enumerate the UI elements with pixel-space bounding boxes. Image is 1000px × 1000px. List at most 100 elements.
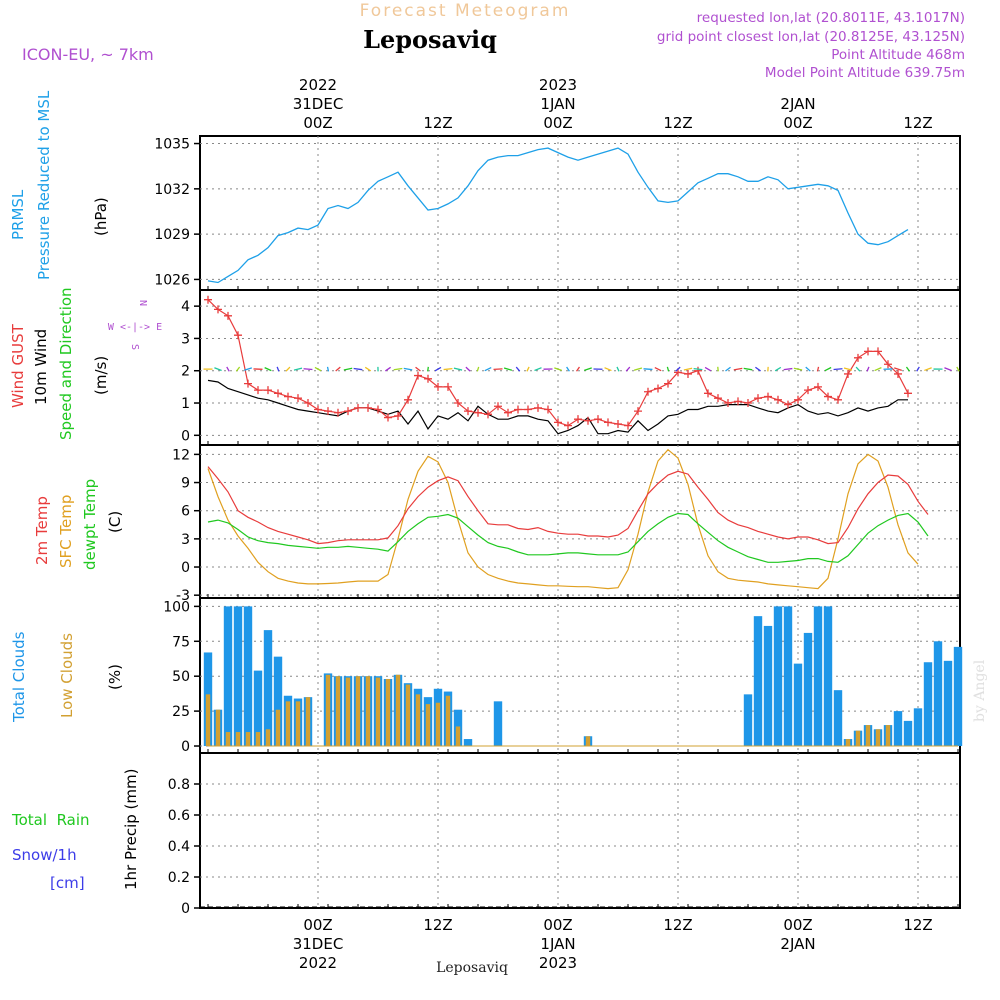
precip-label-rain: Total Rain <box>11 811 90 829</box>
gust-marker <box>714 394 722 403</box>
gust-marker <box>824 392 832 401</box>
wind-direction-arrow <box>326 366 330 372</box>
wind-label-line3: Speed and Direction <box>57 287 75 440</box>
temp-ytick-label: 9 <box>181 476 190 492</box>
gust-marker <box>384 413 392 422</box>
time-axis-label: 2023 <box>539 76 577 94</box>
dewpt-line <box>207 512 929 563</box>
time-axis-label: 2JAN <box>780 95 815 113</box>
total-clouds-bar <box>813 606 823 747</box>
low-clouds-bar <box>205 694 211 747</box>
low-clouds-bar <box>845 739 851 747</box>
wind-direction-arrow <box>774 366 782 372</box>
wind-ytick-label: 1 <box>181 396 190 412</box>
wind-direction-arrow <box>675 366 681 372</box>
pressure-line <box>207 147 909 284</box>
time-axis-label: 00Z <box>303 916 332 934</box>
low-clouds-bar <box>885 725 891 747</box>
compass-west-east: W <-|-> E <box>108 322 162 333</box>
time-axis-label: 12Z <box>663 114 692 132</box>
gust-marker <box>624 421 632 430</box>
precip-ytick-label: 0.8 <box>168 777 190 793</box>
gust-marker <box>424 374 432 383</box>
gust-marker <box>554 418 562 427</box>
wind-unit: (m/s) <box>92 356 110 395</box>
gust-marker <box>504 408 512 417</box>
gust-marker <box>344 407 352 416</box>
time-axis-label: 12Z <box>903 916 932 934</box>
wind-panel-labels: Wind GUST 10m Wind Speed and Direction (… <box>9 287 162 440</box>
low-clouds-bar <box>345 677 351 747</box>
wind-direction-arrow <box>666 366 670 372</box>
low-clouds-bar <box>335 676 341 747</box>
wind-ytick-label: 2 <box>181 364 190 380</box>
wind-direction-arrow <box>816 366 820 372</box>
wind-direction-arrow <box>226 366 230 372</box>
wind-direction-arrow <box>693 367 703 371</box>
low-clouds-bar <box>425 704 431 747</box>
total-clouds-bar <box>933 641 943 747</box>
time-axis-label: 31DEC <box>293 935 344 953</box>
pressure-panel-labels: PRMSL Pressure Reduced to MSL (hPa) <box>9 90 110 280</box>
wind-direction-arrow <box>434 366 442 372</box>
wind-direction-arrow <box>303 368 313 371</box>
wind-direction-arrow <box>285 366 291 372</box>
precip-panel-labels: Total Rain Snow/1h [cm] 1hr Precip (mm) <box>11 769 140 892</box>
low-clouds-bar <box>275 709 281 747</box>
wind-direction-arrow <box>604 367 612 372</box>
low-clouds-bar <box>855 730 861 747</box>
low-clouds-bar <box>585 736 591 747</box>
gust-marker <box>494 402 502 411</box>
wind-direction-arrow <box>465 366 471 372</box>
wind-direction-arrow <box>493 368 503 371</box>
wind-direction-arrow <box>484 366 492 372</box>
total-clouds-bar <box>233 606 243 747</box>
time-axis-label: 00Z <box>783 114 812 132</box>
precip-unit: 1hr Precip (mm) <box>122 769 140 890</box>
wind-direction-arrow <box>353 367 363 371</box>
gust-marker <box>324 407 332 416</box>
gust-marker <box>594 415 602 424</box>
gust-marker <box>704 389 712 398</box>
total-clouds-bar <box>893 711 903 747</box>
precip-ytick-label: 0 <box>181 901 190 917</box>
time-axis-label: 00Z <box>303 114 332 132</box>
wind-ytick-label: 4 <box>181 299 190 315</box>
gust-marker <box>364 403 372 412</box>
total-clouds-bar <box>753 616 763 747</box>
low-clouds-bar <box>245 732 251 747</box>
total-clouds-bar <box>223 606 233 747</box>
precip-frame <box>199 752 961 909</box>
pressure-ytick-label: 1026 <box>154 272 190 288</box>
wind-direction-arrow <box>633 367 643 371</box>
wind-direction-arrow <box>793 367 803 371</box>
wind-direction-arrow <box>924 367 932 372</box>
wind-direction-arrow <box>944 367 952 372</box>
total-clouds-bar <box>773 606 783 747</box>
gust-marker <box>304 399 312 408</box>
gust-marker <box>694 366 702 375</box>
time-axis-label: 31DEC <box>293 95 344 113</box>
gust-marker <box>784 400 792 409</box>
time-axis-label: 2022 <box>299 954 337 972</box>
gust-marker <box>584 416 592 425</box>
low-clouds-bar <box>235 732 241 747</box>
wind-direction-arrow <box>783 367 793 371</box>
total-clouds-bar <box>273 656 283 747</box>
point-altitude: Point Altitude 468m <box>831 47 965 63</box>
wind-direction-arrow <box>314 366 322 372</box>
clouds-ytick-label: 75 <box>172 634 190 650</box>
low-clouds-bar <box>365 676 371 747</box>
pressure-ytick-label: 1035 <box>154 137 190 153</box>
gust-marker <box>724 399 732 408</box>
time-axis-label: 1JAN <box>540 95 575 113</box>
wind-direction-arrow <box>616 366 620 372</box>
t2m-line <box>207 466 929 545</box>
wind-direction-arrow <box>743 367 753 371</box>
time-axis-label: 2JAN <box>780 935 815 953</box>
gust-marker <box>224 311 232 320</box>
gust-marker <box>884 360 892 369</box>
wind-direction-arrow <box>293 367 303 371</box>
